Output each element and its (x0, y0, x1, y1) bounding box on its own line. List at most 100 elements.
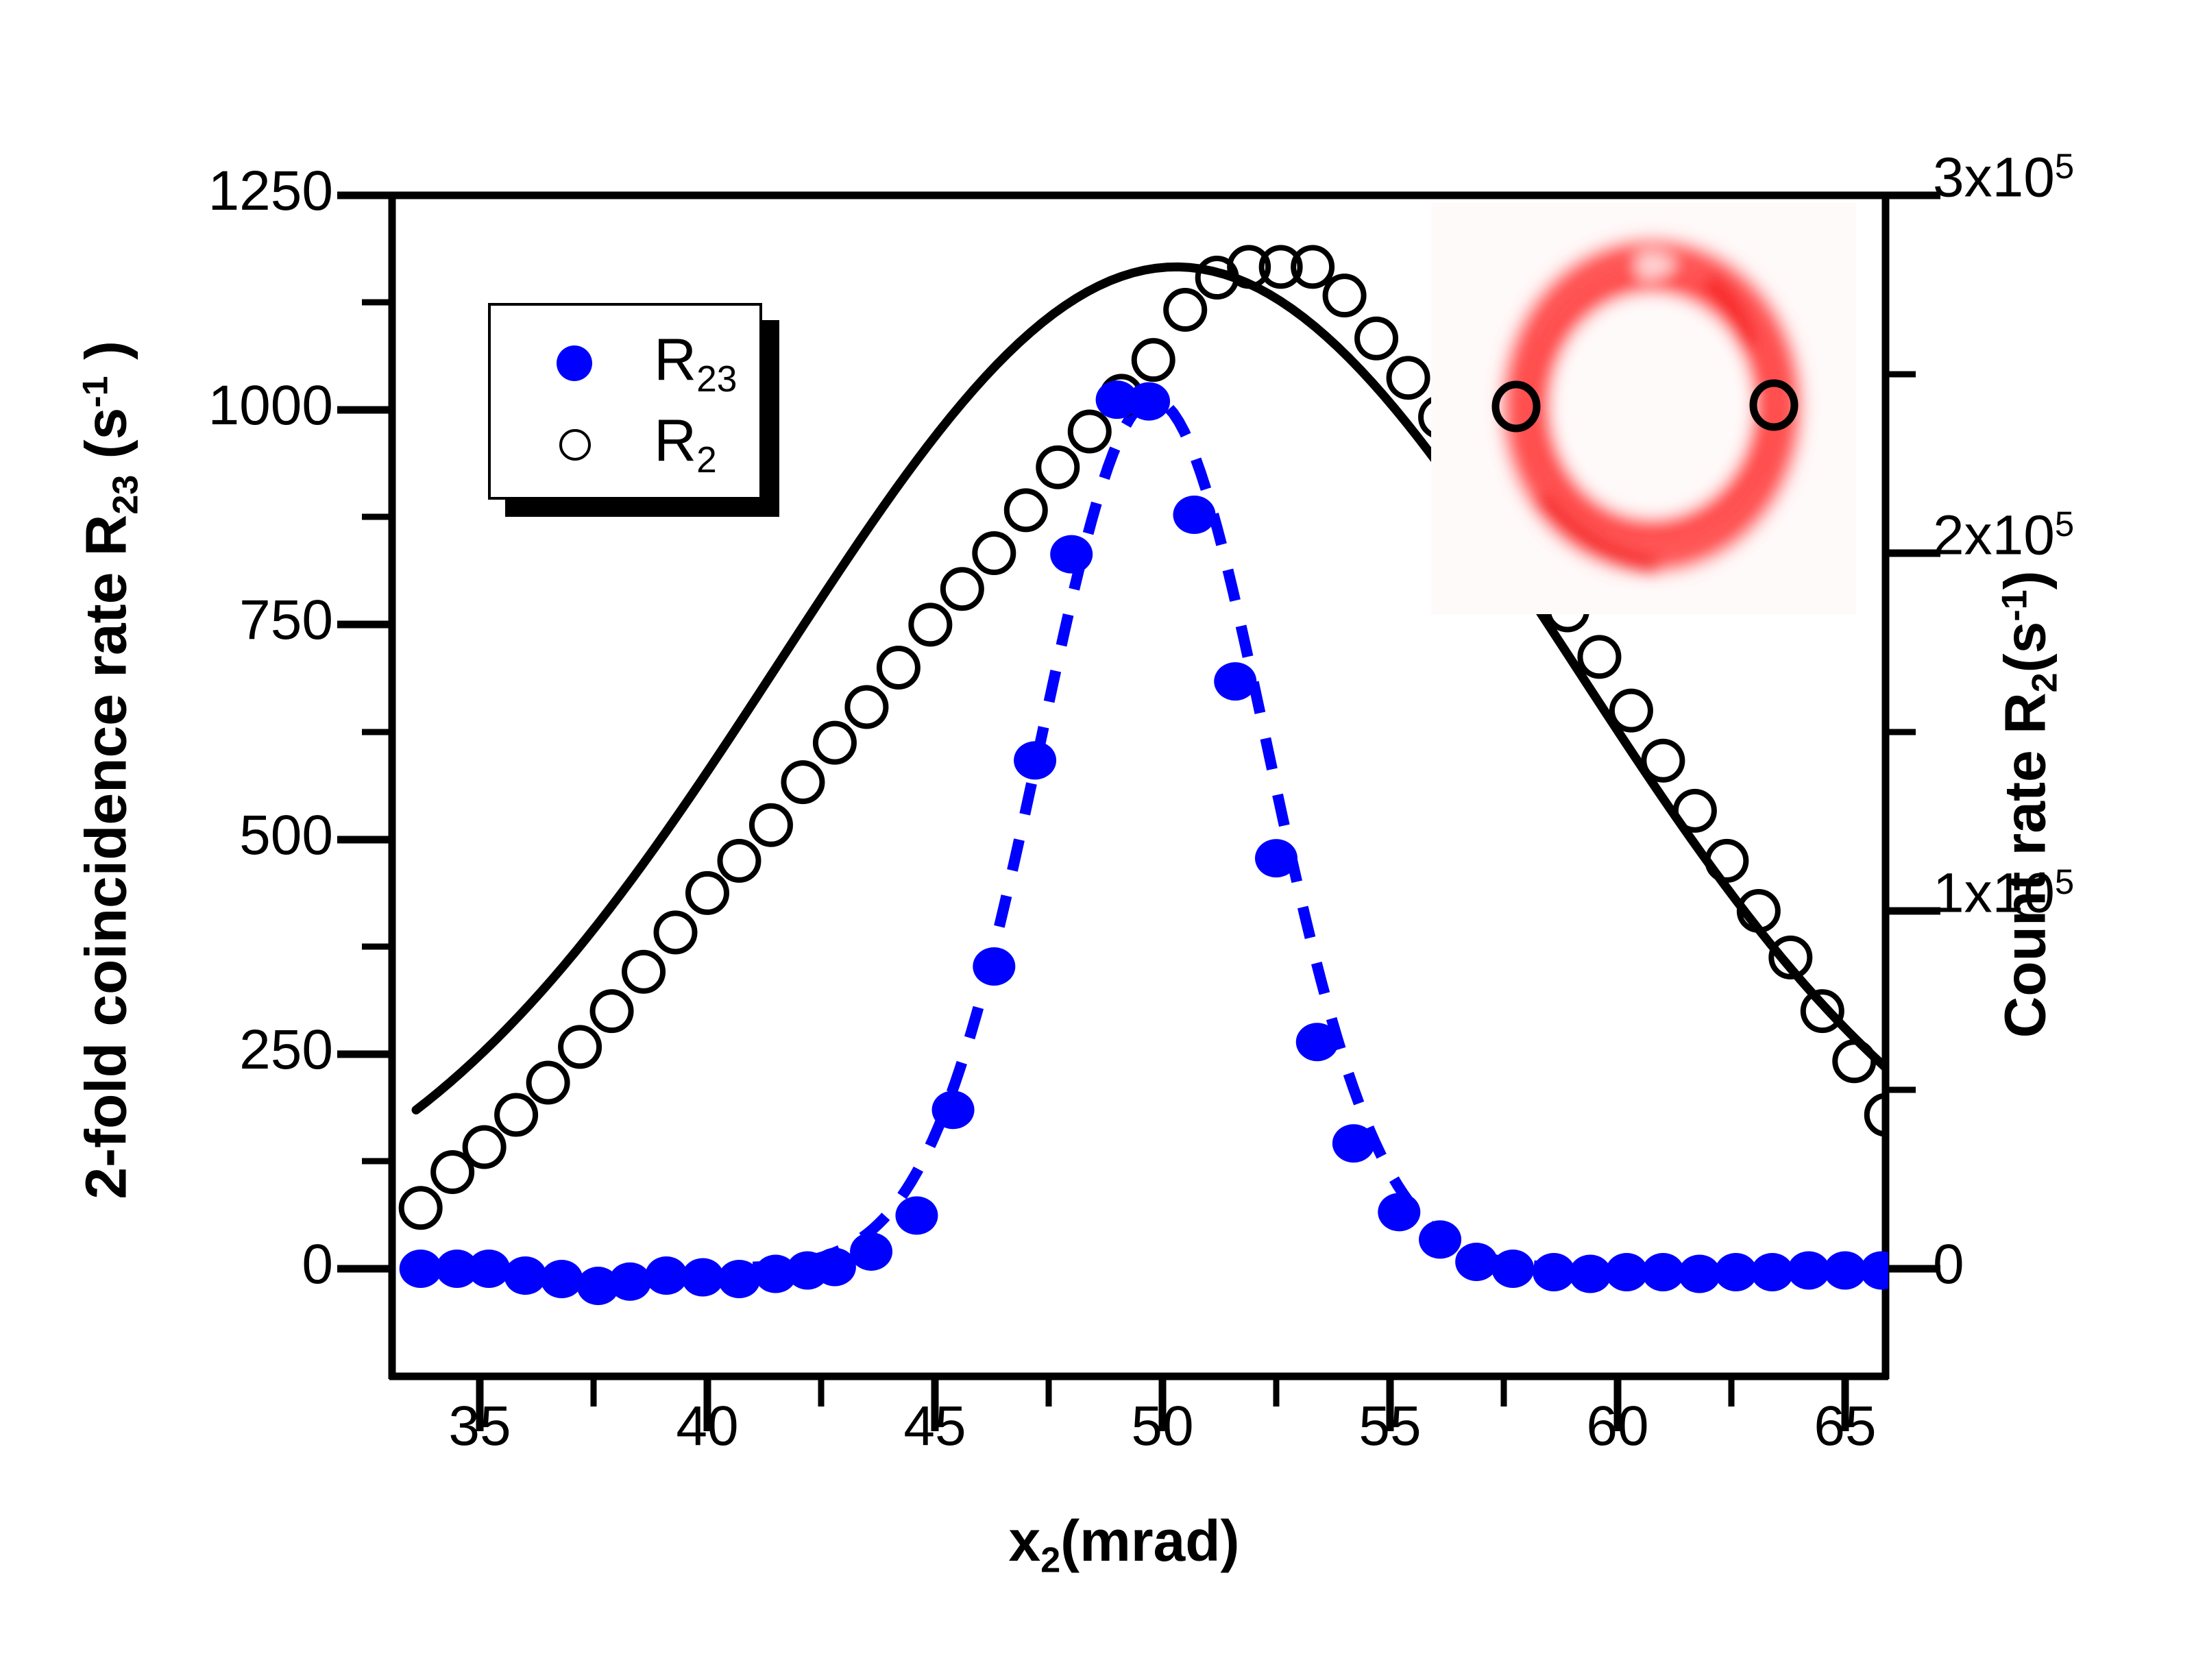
data-point-r23 (1014, 741, 1057, 780)
data-point-r23 (850, 1232, 893, 1271)
data-point-r2 (1131, 338, 1175, 382)
data-point-r23 (1491, 1250, 1535, 1288)
data-point-r23 (1605, 1253, 1648, 1292)
ytick-right-mantissa-3: 0 (1933, 1233, 1964, 1295)
data-point-r2 (494, 1093, 539, 1137)
y-axis-title-right-sub: 2 (2025, 672, 2065, 693)
data-point-r23 (1751, 1253, 1794, 1292)
data-point-r2 (589, 989, 634, 1034)
legend-box[interactable]: R23 R2 (488, 303, 762, 500)
data-point-r23 (1533, 1253, 1576, 1292)
data-point-r2 (812, 720, 857, 765)
data-point-r2 (748, 803, 793, 847)
data-point-r2 (558, 1025, 602, 1069)
data-point-r2 (1864, 1093, 1888, 1137)
data-point-r23 (609, 1262, 652, 1301)
ytick-label-left-2: 750 (239, 589, 333, 651)
legend-label-r2-sub: 2 (696, 440, 717, 481)
data-point-r2 (1386, 356, 1430, 400)
data-point-r23 (645, 1256, 688, 1295)
data-point-r2 (1672, 788, 1717, 833)
right-axis-ticks (1886, 191, 1940, 1273)
ytick-label-left-5: 0 (302, 1233, 333, 1295)
data-point-r23 (1860, 1251, 1888, 1290)
data-point-r2 (1577, 635, 1622, 679)
xtick-label-5: 60 (1586, 1395, 1649, 1457)
left-axis-ticks (337, 191, 392, 1273)
y-axis-title-left-unit-exp: -1 (75, 376, 116, 408)
data-point-r23 (1173, 496, 1216, 535)
data-point-r2 (1832, 1039, 1877, 1084)
xtick-label-4: 55 (1358, 1395, 1422, 1457)
x-axis-title-unit: (mrad) (1060, 1509, 1240, 1573)
data-point-r2 (622, 949, 666, 994)
data-point-r23 (718, 1260, 761, 1299)
legend-marker-filled-circle-icon (557, 345, 592, 381)
data-point-r2 (844, 685, 889, 729)
data-point-r23 (895, 1196, 938, 1235)
data-point-r23 (1332, 1124, 1375, 1163)
ytick-label-right-2: 1x105 (1933, 862, 2075, 925)
y-axis-title-left-unit-open: (s (73, 407, 138, 475)
data-point-r23 (399, 1250, 442, 1288)
y-axis-title-left-main: 2-fold coincidence rate R (73, 514, 138, 1200)
ytick-label-right-0: 3x105 (1933, 149, 2074, 206)
data-point-r23 (467, 1250, 511, 1288)
y-axis-title-right-unit-open: (s (1992, 621, 2058, 673)
xtick-label-6: 65 (1814, 1395, 1877, 1457)
data-point-r2 (1258, 245, 1303, 289)
data-point-r2 (1609, 688, 1653, 733)
xtick-label-3: 50 (1131, 1395, 1194, 1457)
xtick-label-2: 45 (903, 1395, 966, 1457)
legend-entry-r23[interactable]: R23 (491, 327, 759, 403)
xtick-label-1: 40 (676, 1395, 739, 1457)
data-point-r23 (813, 1247, 856, 1287)
data-point-r2 (972, 531, 1016, 575)
data-point-r2 (876, 646, 921, 690)
data-point-r2 (1322, 273, 1367, 318)
bottom-axis-ticks (476, 1376, 1849, 1431)
data-point-r23 (1128, 382, 1171, 421)
data-point-r2 (1036, 445, 1080, 489)
ytick-right-exp-2: 5 (2054, 862, 2075, 901)
data-point-r2 (1354, 316, 1399, 361)
detector-marker-left-icon (1491, 380, 1541, 433)
data-point-r2 (1003, 488, 1048, 533)
ring-svg (1431, 203, 1856, 614)
ytick-right-mantissa-2: 1x10 (1933, 862, 2055, 925)
data-point-r2 (398, 1186, 443, 1230)
data-point-r2 (462, 1125, 507, 1169)
y-axis-title-left-unit-close: ) (73, 341, 138, 376)
data-point-r23 (576, 1267, 620, 1306)
xtick-label-0: 35 (448, 1395, 511, 1457)
data-point-r2 (430, 1150, 475, 1195)
ytick-right-mantissa-0: 3x10 (1933, 146, 2055, 209)
data-points-r23 (399, 380, 1888, 1306)
legend-label-r2-main: R (654, 408, 697, 474)
data-point-r23 (1678, 1254, 1721, 1293)
data-point-r2 (1163, 288, 1208, 332)
y-axis-title-left: 2-fold coincidence rate R23 (s-1 ) (73, 187, 147, 1352)
ytick-right-exp-1: 5 (2054, 504, 2075, 544)
data-point-r23 (1455, 1242, 1498, 1281)
data-point-r2 (526, 1060, 570, 1105)
data-point-r2 (1641, 738, 1685, 783)
fit-curve-r2 (411, 262, 1888, 1115)
data-point-r23 (1214, 662, 1257, 701)
data-point-r2 (1067, 409, 1112, 454)
data-point-r23 (1787, 1251, 1830, 1290)
y-axis-title-right-unit-close: ) (1992, 570, 2058, 590)
legend-marker-open-circle-icon (559, 429, 591, 461)
legend-entry-r2[interactable]: R2 (491, 408, 759, 484)
data-point-r23 (681, 1258, 724, 1297)
data-point-r23 (540, 1260, 583, 1299)
spdc-ring-inset-image (1431, 203, 1856, 614)
ytick-right-mantissa-1: 2x10 (1933, 504, 2055, 567)
ytick-right-exp-0: 5 (2054, 147, 2075, 186)
data-point-r2 (1227, 245, 1271, 289)
data-point-r2 (653, 910, 698, 955)
data-point-r23 (1824, 1251, 1866, 1290)
data-point-r23 (754, 1254, 797, 1293)
